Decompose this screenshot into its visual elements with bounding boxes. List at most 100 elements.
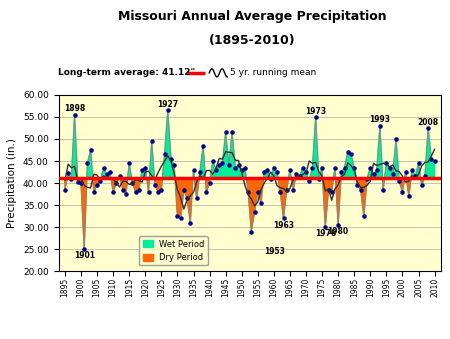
Point	[212, 167, 220, 173]
Text: 1973: 1973	[305, 107, 326, 116]
Point	[158, 187, 165, 193]
Point	[142, 165, 149, 171]
Text: Long-term average: 41.12": Long-term average: 41.12"	[58, 68, 196, 77]
Point	[180, 187, 188, 193]
Point	[331, 165, 338, 171]
Point	[216, 163, 223, 168]
Point	[119, 187, 126, 193]
Point	[306, 178, 313, 184]
Point	[383, 161, 390, 166]
Point	[251, 209, 258, 215]
Point	[225, 163, 233, 168]
Point	[431, 158, 438, 164]
Point	[319, 165, 326, 171]
Text: 2008: 2008	[418, 118, 439, 127]
Point	[389, 172, 396, 177]
Text: 1976: 1976	[315, 230, 336, 238]
Point	[351, 165, 358, 171]
Point	[87, 147, 94, 153]
Point	[421, 174, 428, 179]
Point	[312, 114, 319, 120]
Point	[81, 246, 88, 252]
Y-axis label: Precipitation (in.): Precipitation (in.)	[7, 138, 18, 228]
Point	[71, 112, 78, 118]
Point	[322, 224, 329, 230]
Point	[267, 176, 274, 181]
Point	[370, 172, 377, 177]
Point	[90, 189, 98, 195]
Point	[289, 187, 297, 193]
Point	[74, 179, 81, 185]
Point	[84, 161, 91, 166]
Point	[229, 130, 236, 135]
Point	[135, 187, 143, 193]
Point	[309, 165, 316, 171]
Point	[293, 172, 300, 177]
Point	[415, 161, 422, 166]
Point	[187, 220, 194, 225]
Point	[116, 174, 123, 179]
Point	[139, 167, 146, 173]
Point	[402, 170, 409, 175]
Legend: Wet Period, Dry Period: Wet Period, Dry Period	[139, 236, 208, 265]
Point	[299, 165, 306, 171]
Point	[164, 108, 171, 113]
Point	[126, 161, 133, 166]
Point	[219, 161, 226, 166]
Point	[97, 178, 104, 184]
Point	[399, 189, 406, 195]
Point	[196, 170, 203, 175]
Point	[392, 136, 400, 142]
Point	[296, 174, 303, 179]
Point	[244, 189, 252, 195]
Point	[167, 156, 175, 162]
Point	[428, 156, 435, 162]
Point	[241, 165, 248, 171]
Point	[405, 194, 413, 199]
Point	[77, 180, 85, 185]
Point	[190, 167, 197, 173]
Text: 1980: 1980	[328, 227, 349, 236]
Point	[364, 176, 371, 181]
Point	[367, 165, 374, 171]
Text: 1963: 1963	[273, 221, 294, 230]
Point	[386, 165, 393, 171]
Point	[145, 189, 152, 195]
Point	[222, 130, 229, 135]
Point	[129, 180, 136, 186]
Point	[325, 187, 332, 193]
Text: Missouri Annual Average Precipitation: Missouri Annual Average Precipitation	[118, 10, 386, 23]
Point	[286, 167, 293, 173]
Point	[257, 200, 265, 205]
Point	[132, 189, 139, 195]
Point	[347, 152, 355, 157]
Text: 1927: 1927	[157, 100, 178, 109]
Point	[113, 180, 120, 186]
Point	[354, 183, 361, 188]
Point	[199, 143, 207, 148]
Point	[100, 165, 107, 171]
Point	[409, 167, 416, 173]
Point	[174, 214, 181, 219]
Point	[122, 192, 130, 197]
Point	[61, 187, 68, 193]
Point	[344, 149, 351, 155]
Text: 1953: 1953	[264, 247, 285, 256]
Point	[161, 152, 168, 157]
Point	[64, 171, 72, 176]
Point	[270, 165, 278, 171]
Point	[154, 189, 162, 195]
Point	[341, 165, 348, 171]
Point	[396, 178, 403, 184]
Point	[379, 187, 387, 193]
Point	[418, 183, 425, 188]
Point	[328, 189, 335, 195]
Point	[238, 167, 245, 173]
Point	[376, 123, 383, 128]
Point	[424, 125, 432, 131]
Point	[206, 180, 213, 186]
Point	[264, 167, 271, 173]
Point	[193, 196, 200, 201]
Point	[209, 158, 216, 164]
Text: (1895-2010): (1895-2010)	[209, 34, 295, 47]
